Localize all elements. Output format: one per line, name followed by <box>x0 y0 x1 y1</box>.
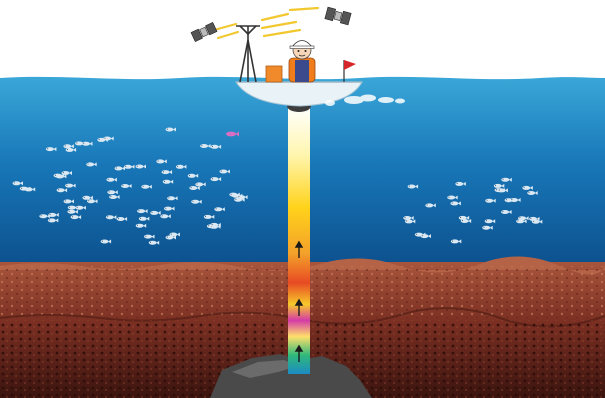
satellite-signal-rays <box>212 6 320 40</box>
beam-arrows <box>294 240 304 362</box>
pink-fish <box>226 131 239 137</box>
bedrock-highlight <box>232 360 298 378</box>
antenna-mast-icon <box>236 25 260 83</box>
sonar-beam <box>288 106 310 374</box>
flag-icon <box>343 60 356 82</box>
engineer-with-hardhat-icon <box>288 40 316 83</box>
boat-wake <box>325 94 405 106</box>
equipment-box <box>265 65 283 83</box>
boat-hull <box>235 81 363 107</box>
satellite-icon <box>324 6 352 26</box>
satellite-icon <box>190 21 218 43</box>
